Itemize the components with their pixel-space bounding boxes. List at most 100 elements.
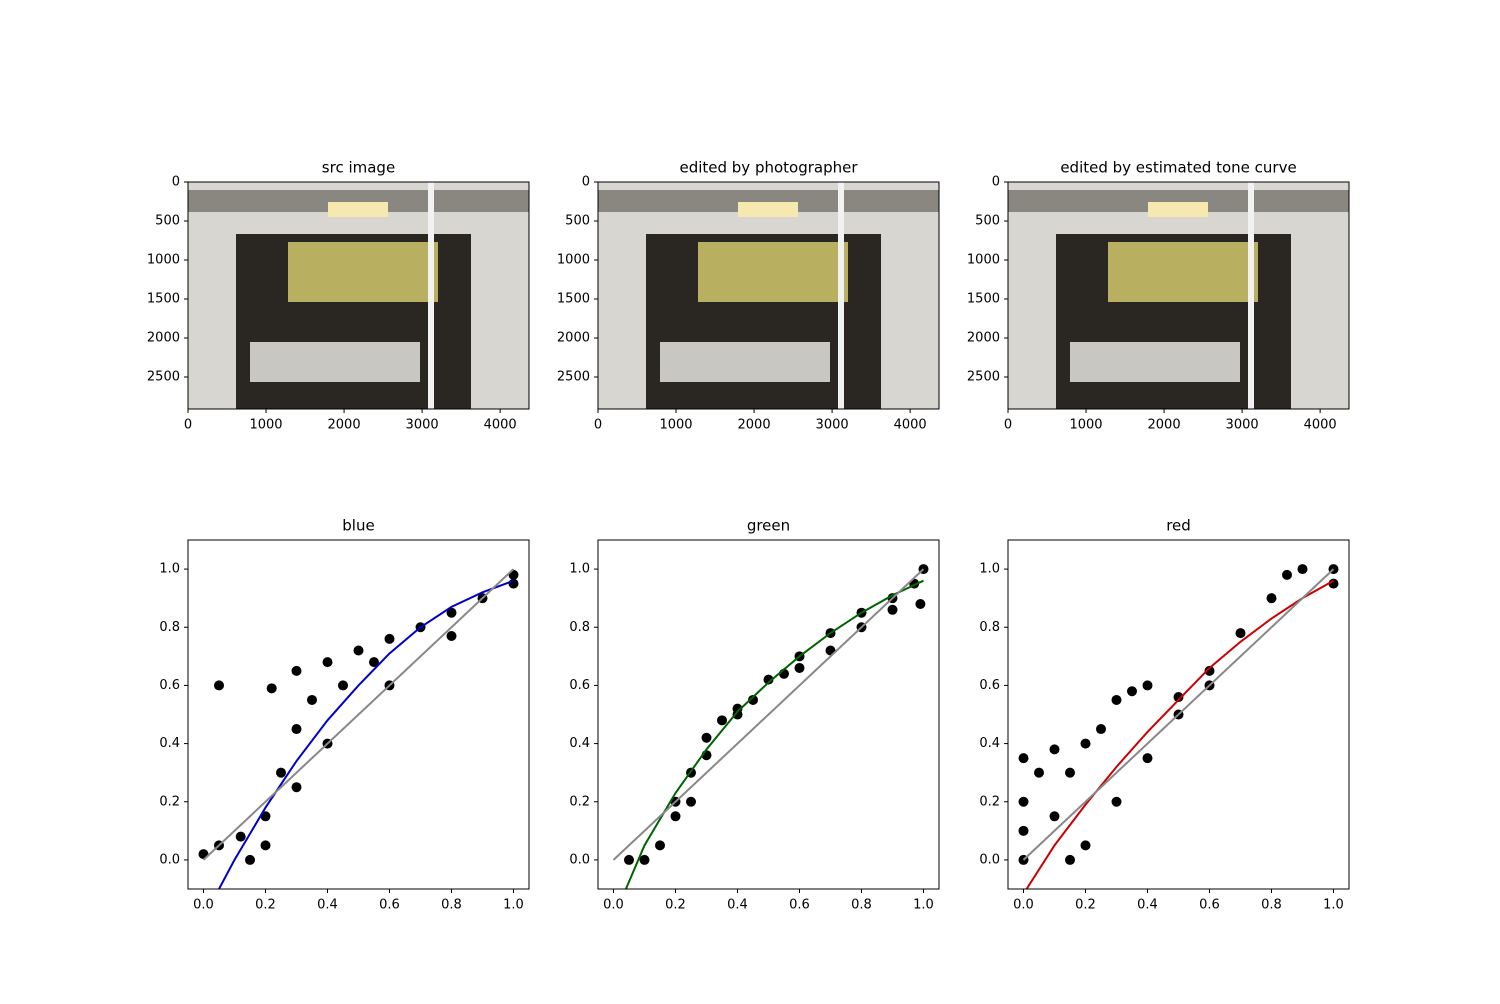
light [738,202,798,217]
scatter-point [266,683,277,694]
panel-title: src image [322,159,395,177]
scatter-point [508,578,519,589]
y-tick-label: 1500 [147,292,180,307]
y-tick-label: 0.4 [569,736,590,751]
y-tick-label: 0.6 [979,678,1000,693]
x-tick-label: 0.2 [255,898,276,913]
y-tick-label: 2500 [557,370,590,385]
y-tick-label: 0.8 [979,620,1000,635]
y-tick-label: 2000 [967,331,1000,346]
scatter-point [245,854,255,865]
y-tick-label: 0.6 [159,678,180,693]
y-tick-label: 1000 [967,253,1000,268]
scatter-point [276,767,286,778]
scatter-point [1034,767,1044,778]
curve [624,579,924,889]
scatter-point [763,674,774,685]
x-tick-label: 2000 [328,418,361,433]
x-tick-label: 0.6 [379,898,400,913]
counter [660,342,830,382]
x-tick-label: 1.0 [1323,898,1344,913]
back-wall [1108,242,1258,302]
scatter-point [1235,628,1246,639]
scatter-point [1142,753,1153,764]
back-wall [698,242,848,302]
x-tick-label: 0.4 [317,898,338,913]
photo [598,182,939,409]
light [1148,202,1208,217]
x-tick-label: 3000 [406,418,439,433]
x-tick-label: 2000 [1148,418,1181,433]
x-tick-label: 0.2 [665,898,686,913]
x-tick-label: 0.8 [851,898,872,913]
x-tick-label: 1.0 [503,898,524,913]
scatter-point [1049,744,1060,755]
y-tick-label: 500 [975,214,1000,229]
scatter-point [887,604,898,615]
x-tick-label: 1000 [1069,418,1102,433]
y-tick-label: 2500 [967,370,1000,385]
scatter-point [1096,724,1106,735]
panel-title: blue [342,517,374,535]
x-tick-label: 4000 [1304,418,1337,433]
scatter-point [291,665,302,676]
x-tick-label: 1000 [659,418,692,433]
scatter-point [1204,665,1215,676]
x-tick-label: 0.8 [1261,898,1282,913]
pole [428,182,434,409]
x-tick-label: 0.6 [1199,898,1220,913]
curve [202,568,515,861]
y-tick-label: 1.0 [569,562,590,577]
photo [188,182,529,409]
x-tick-label: 2000 [738,418,771,433]
x-tick-label: 4000 [894,418,927,433]
light [328,202,388,217]
scatter-point [1111,796,1122,807]
scatter-point [446,607,457,618]
y-tick-label: 2500 [147,370,180,385]
panel-title: edited by photographer [679,159,858,177]
scatter-point [717,715,727,726]
scatter-point [1018,825,1029,836]
y-tick-label: 2000 [147,331,180,346]
scatter-point [624,854,634,865]
y-tick-label: 0.6 [569,678,590,693]
y-tick-label: 0.0 [159,852,180,867]
scatter-point [1049,811,1060,822]
scatter-point [446,630,457,641]
x-tick-label: 0.4 [727,898,748,913]
x-tick-label: 3000 [1226,418,1259,433]
scatter-point [748,694,758,705]
scatter-point [235,831,246,842]
axes-frame [1007,181,1350,410]
scatter-point [1080,738,1091,749]
scatter-point [322,657,333,668]
y-tick-label: 1.0 [979,562,1000,577]
curve [1025,579,1334,889]
scatter-point [1266,593,1277,604]
y-tick-label: 2000 [557,331,590,346]
panel-title: green [747,517,790,535]
x-tick-label: 0.8 [441,898,462,913]
x-tick-label: 0 [594,418,602,433]
scatter-point [1297,564,1308,575]
scatter-point [1018,753,1029,764]
x-tick-label: 0.0 [193,898,214,913]
back-wall [288,242,438,302]
y-tick-label: 0.4 [979,736,1000,751]
y-tick-label: 0 [172,175,180,190]
scatter-point [369,657,379,668]
y-tick-label: 500 [565,214,590,229]
x-tick-label: 0 [184,418,192,433]
scatter-point [384,633,395,644]
roof [598,190,939,212]
y-tick-label: 0.2 [979,794,1000,809]
x-tick-label: 3000 [816,418,849,433]
scatter-point [1065,854,1075,865]
y-tick-label: 0.0 [979,852,1000,867]
counter [250,342,420,382]
roof [188,190,529,212]
y-tick-label: 1000 [147,253,180,268]
y-tick-label: 0.8 [569,620,590,635]
y-tick-label: 0.4 [159,736,180,751]
